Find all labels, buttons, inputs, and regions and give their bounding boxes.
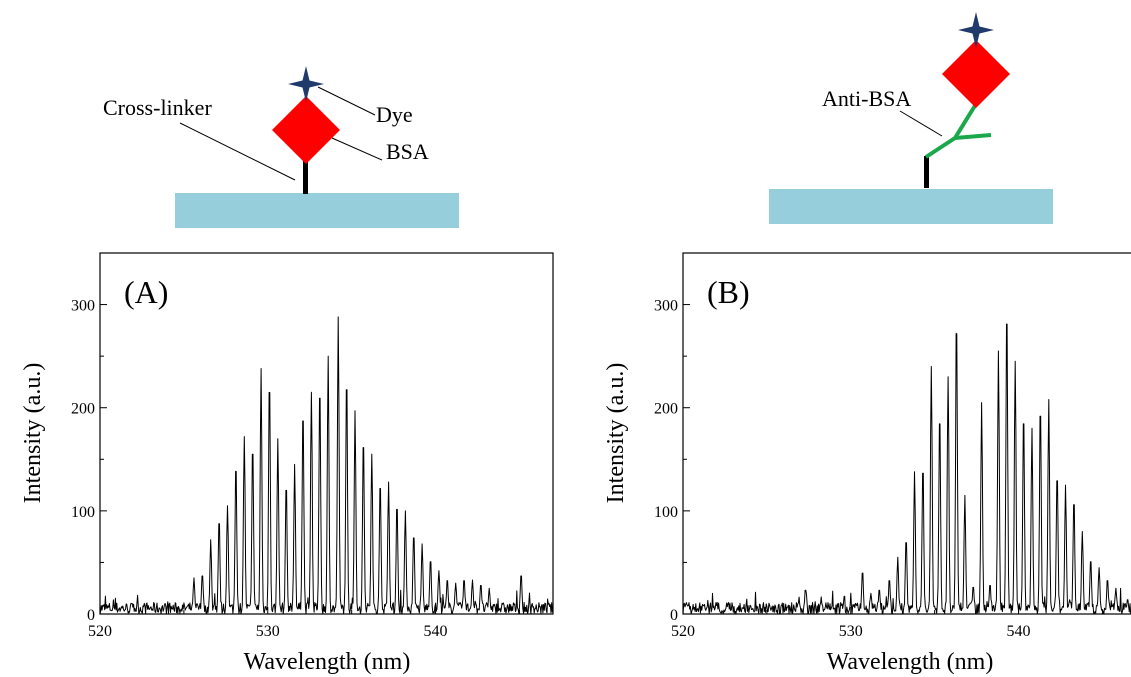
y-axis-title-a: Intensity (a.u.): [20, 363, 46, 504]
y-tick-label: 0: [670, 607, 678, 624]
label-anti-bsa: Anti-BSA: [822, 86, 911, 111]
spectrum-line-a: [99, 316, 554, 615]
y-tick-label: 100: [71, 504, 95, 521]
y-tick-label: 0: [87, 607, 95, 624]
dye-b: [958, 12, 994, 48]
spectrum-line-b: [682, 323, 1131, 615]
x-tick-label: 540: [1007, 623, 1031, 640]
bsa-a: [272, 96, 340, 164]
leader-anti-bsa: [899, 110, 943, 137]
y-tick-label: 200: [71, 401, 95, 418]
y-tick-label: 300: [71, 298, 95, 315]
y-tick-label: 200: [654, 401, 678, 418]
x-axis-title-a: Wavelength (nm): [244, 649, 411, 675]
panel-label-a: (A): [124, 274, 168, 310]
panel-label-b: (B): [707, 274, 750, 310]
x-tick-label: 540: [424, 623, 448, 640]
plot-frame-b: [682, 252, 1131, 615]
leader-dye: [317, 86, 376, 116]
schematic-b: Anti-BSA: [769, 12, 1053, 224]
y-tick-label: 100: [654, 504, 678, 521]
substrate-b: [769, 189, 1053, 224]
linker-a: [303, 160, 308, 194]
dye-a: [288, 66, 324, 102]
x-axis-title-b: Wavelength (nm): [827, 649, 994, 675]
label-cross-linker: Cross-linker: [103, 95, 212, 120]
x-tick-label: 530: [839, 623, 863, 640]
x-tick-label: 520: [671, 623, 695, 640]
x-tick-label: 520: [88, 623, 112, 640]
x-tick-label: 530: [256, 623, 280, 640]
substrate-a: [175, 193, 459, 228]
leader-cross-linker: [179, 122, 296, 181]
linker-b: [924, 156, 929, 188]
anti-bsa-antibody-arm: [954, 133, 992, 140]
label-dye: Dye: [376, 102, 413, 127]
label-bsa: BSA: [386, 139, 429, 164]
y-axis-title-b: Intensity (a.u.): [603, 363, 629, 504]
bsa-b: [942, 40, 1010, 108]
schematic-a: Cross-linker Dye BSA: [103, 66, 459, 228]
leader-bsa: [331, 137, 383, 161]
y-tick-label: 300: [654, 298, 678, 315]
plot-frame-a: [99, 252, 554, 615]
